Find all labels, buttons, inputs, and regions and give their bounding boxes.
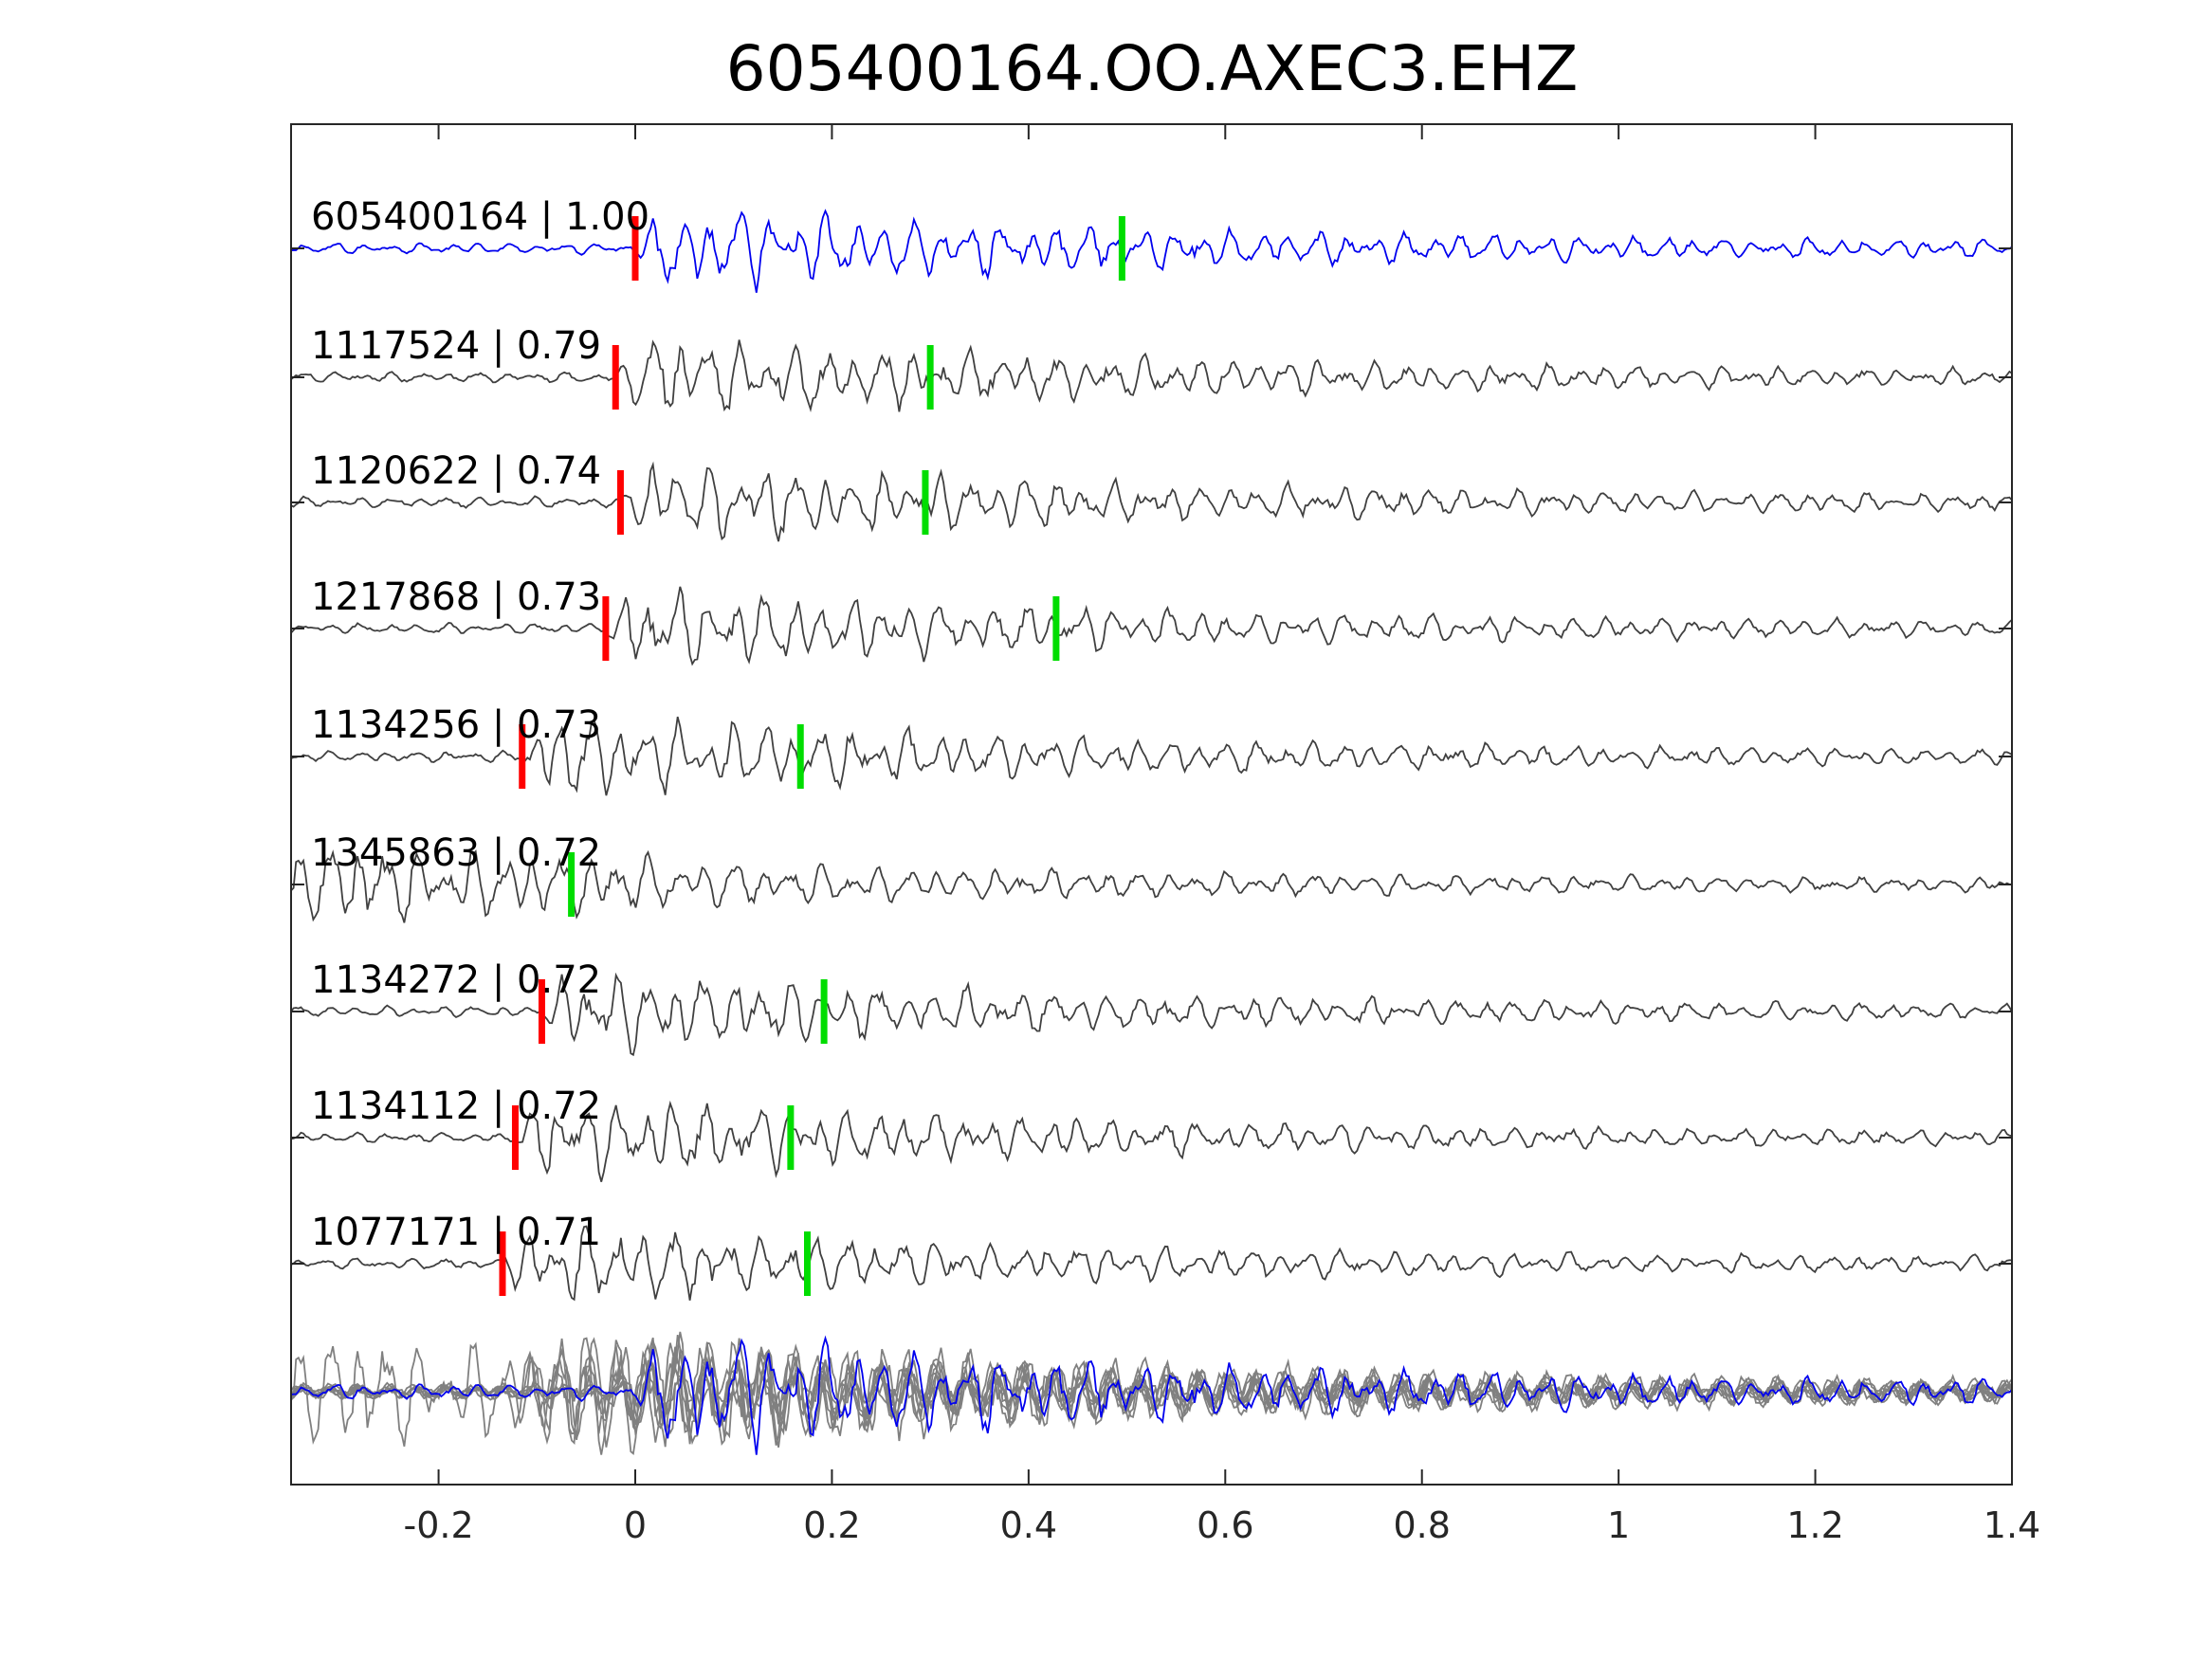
stack-trace-1134272 — [290, 1338, 2013, 1455]
stack-trace-1134112 — [290, 1342, 2013, 1455]
stack-trace-1117524 — [290, 1338, 2013, 1442]
trace-label-1117524: 1117524 | 0.79 — [311, 324, 601, 368]
trace-line-605400164 — [290, 209, 2013, 293]
xtick-label-2: 0.2 — [803, 1504, 860, 1546]
trace-line-1120622 — [290, 461, 2013, 542]
trace-line-1117524 — [290, 339, 2013, 412]
traces-group — [290, 209, 2013, 1302]
trace-line-1134272 — [290, 972, 2013, 1057]
x-axis-ticks: -0.2 0 0.2 0.4 0.6 0.8 1 1.2 1.4 — [403, 124, 2040, 1546]
trace-line-1134256 — [290, 716, 2013, 796]
stack-trace-1077171 — [290, 1337, 2013, 1445]
trace-label-1345863: 1345863 | 0.72 — [311, 831, 601, 875]
stack-overlay-group — [290, 1331, 2013, 1455]
xtick-label-4: 0.6 — [1197, 1504, 1253, 1546]
trace-line-1077171 — [290, 1225, 2013, 1302]
axes-box — [290, 123, 2013, 1486]
trace-label-1120622: 1120622 | 0.74 — [311, 449, 601, 493]
xtick-label-3: 0.4 — [1000, 1504, 1057, 1546]
stack-trace-master — [290, 1335, 2013, 1455]
trace-label-1077171: 1077171 | 0.71 — [311, 1211, 601, 1254]
trace-label-1134112: 1134112 | 0.72 — [311, 1085, 601, 1128]
trace-label-1134272: 1134272 | 0.72 — [311, 958, 601, 1002]
trace-labels-group: 605400164 | 1.00 1117524 | 0.79 1120622 | … — [311, 195, 649, 1254]
picks-group — [499, 216, 1125, 1296]
xtick-label-1: 0 — [624, 1504, 647, 1546]
trace-label-1217868: 1217868 | 0.73 — [311, 575, 601, 619]
xtick-label-5: 0.8 — [1393, 1504, 1450, 1546]
chart-title: 605400164.OO.AXEC3.EHZ — [726, 32, 1579, 105]
xtick-label-8: 1.4 — [1983, 1504, 2040, 1546]
trace-line-1345863 — [290, 849, 2013, 923]
trace-label-1134256: 1134256 | 0.73 — [311, 703, 601, 747]
xtick-label-0: -0.2 — [403, 1504, 473, 1546]
stack-trace-1345863 — [290, 1341, 2013, 1447]
trace-line-1217868 — [290, 586, 2013, 666]
trace-label-605400164: 605400164 | 1.00 — [311, 195, 649, 239]
xtick-label-6: 1 — [1607, 1504, 1630, 1546]
trace-line-1134112 — [290, 1100, 2013, 1182]
xtick-label-7: 1.2 — [1786, 1504, 1843, 1546]
